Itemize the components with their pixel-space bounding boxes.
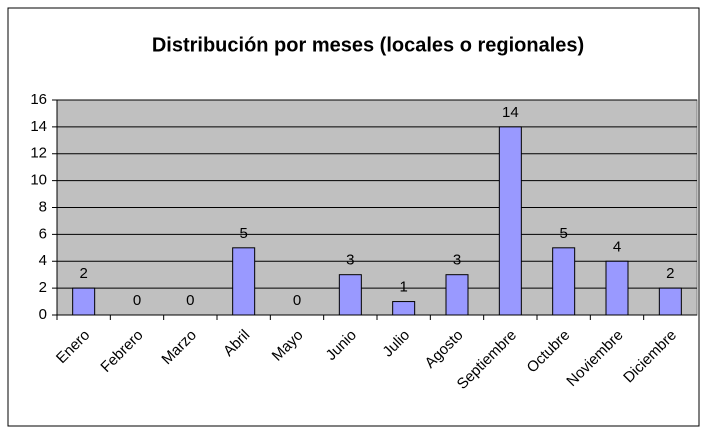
data-label: 2 [79, 265, 87, 282]
bar [232, 247, 256, 316]
chart-title: Distribución por meses (locales o region… [152, 34, 584, 56]
y-tick-label: 2 [39, 279, 47, 296]
y-tick-label: 10 [30, 172, 47, 189]
bar [445, 274, 469, 316]
data-label: 2 [666, 265, 674, 282]
y-tick-label: 12 [30, 145, 47, 162]
data-label: 5 [239, 225, 247, 242]
bar [338, 274, 362, 316]
data-label: 0 [293, 292, 301, 309]
bar [498, 126, 522, 316]
data-label: 4 [613, 238, 621, 255]
data-label: 3 [346, 252, 354, 269]
bar [605, 260, 629, 316]
y-tick-label: 4 [39, 252, 47, 269]
y-tick-label: 14 [30, 118, 47, 135]
bar [658, 287, 682, 316]
data-label: 5 [559, 225, 567, 242]
y-tick-label: 6 [39, 225, 47, 242]
y-tick-label: 0 [39, 306, 47, 323]
data-label: 0 [186, 292, 194, 309]
data-label: 14 [502, 104, 519, 121]
data-label: 1 [399, 279, 407, 296]
bar [72, 287, 96, 316]
data-label: 0 [133, 292, 141, 309]
bar [552, 247, 576, 316]
bar [392, 301, 416, 316]
data-label: 3 [453, 252, 461, 269]
y-tick-label: 16 [30, 91, 47, 108]
y-tick-label: 8 [39, 198, 47, 215]
